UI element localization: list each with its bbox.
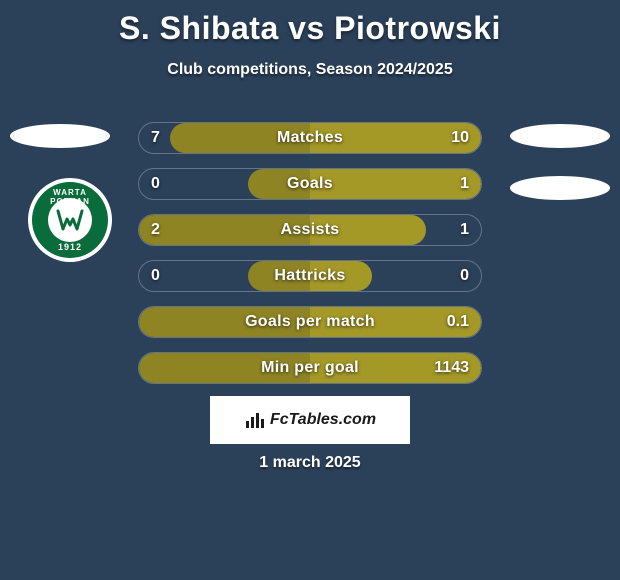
- stat-row: 2 Assists 1: [138, 214, 482, 246]
- footer-brand-box: FcTables.com: [210, 396, 410, 444]
- bar-left: [139, 215, 310, 245]
- bar-right: [310, 261, 372, 291]
- bar-right: [310, 307, 481, 337]
- stat-row: 0 Hattricks 0: [138, 260, 482, 292]
- stat-left-value: 0: [151, 175, 160, 193]
- brand-text: FcTables.com: [270, 411, 376, 429]
- comparison-chart: 7 Matches 10 0 Goals 1 2 Assists 1 0 Hat…: [138, 122, 482, 398]
- stat-row: Min per goal 1143: [138, 352, 482, 384]
- page-subtitle: Club competitions, Season 2024/2025: [0, 61, 620, 79]
- stat-left-value: 7: [151, 129, 160, 147]
- bar-left: [139, 307, 310, 337]
- bar-right: [310, 123, 481, 153]
- brand-chart-icon: [244, 409, 266, 431]
- club-badge: WARTA POZNAN 1912: [28, 178, 112, 262]
- stat-row: 7 Matches 10: [138, 122, 482, 154]
- badge-inner: [48, 198, 92, 242]
- bar-left: [248, 261, 310, 291]
- right-placeholder-ellipse-2: [510, 176, 610, 200]
- stat-row: 0 Goals 1: [138, 168, 482, 200]
- badge-year: 1912: [32, 242, 108, 252]
- right-placeholder-ellipse-1: [510, 124, 610, 148]
- stat-right-value: 1: [460, 221, 469, 239]
- stat-right-value: 0: [460, 267, 469, 285]
- bar-left: [170, 123, 310, 153]
- footer-date: 1 march 2025: [0, 454, 620, 472]
- bar-left: [139, 353, 310, 383]
- bar-right: [310, 353, 481, 383]
- bar-right: [310, 169, 481, 199]
- badge-w-icon: [55, 205, 85, 235]
- left-placeholder-ellipse: [10, 124, 110, 148]
- bar-right: [310, 215, 426, 245]
- bar-left: [248, 169, 310, 199]
- stat-row: Goals per match 0.1: [138, 306, 482, 338]
- stat-left-value: 0: [151, 267, 160, 285]
- page-title: S. Shibata vs Piotrowski: [0, 0, 620, 47]
